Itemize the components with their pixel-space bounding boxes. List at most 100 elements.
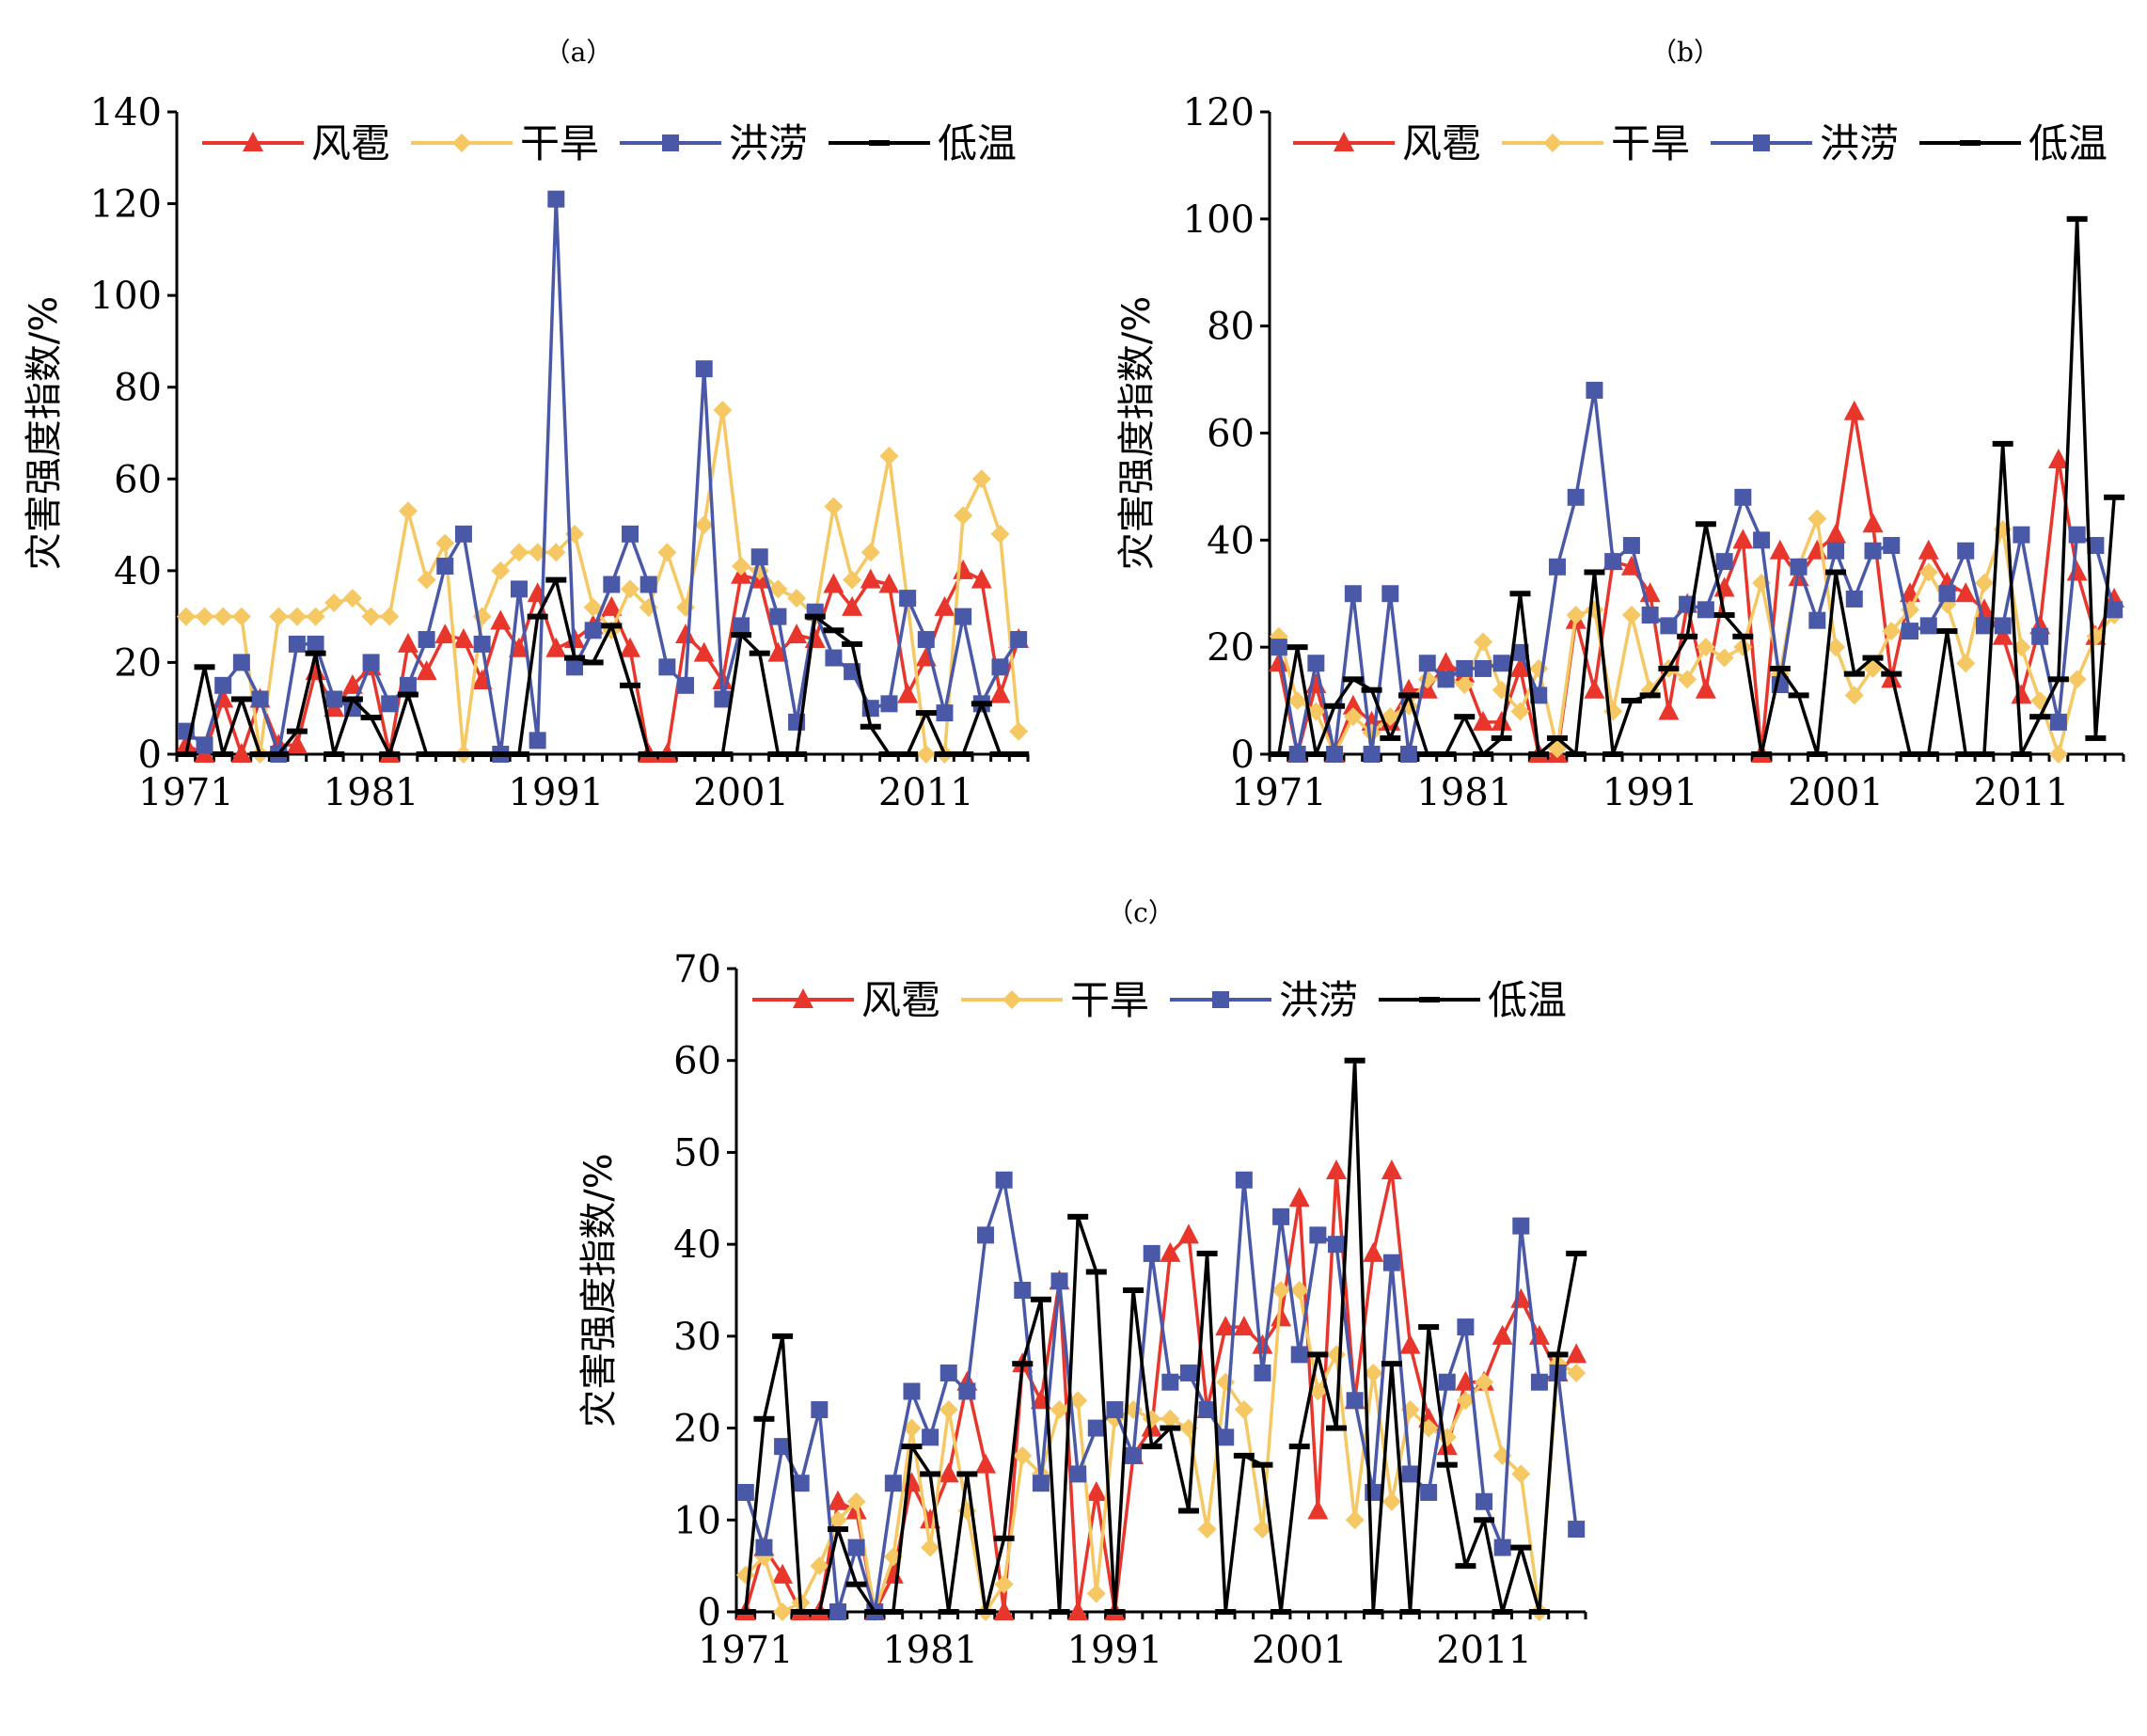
- data-point: [341, 696, 363, 702]
- data-point: [878, 573, 900, 593]
- legend-marker: [1002, 990, 1021, 1009]
- data-point: [1361, 687, 1382, 693]
- legend-label: 洪涝: [1820, 120, 1899, 166]
- data-point: [1695, 521, 1716, 528]
- data-point: [1381, 1361, 1402, 1367]
- data-point: [1807, 751, 1828, 757]
- data-point: [1529, 658, 1549, 678]
- data-point: [379, 751, 401, 757]
- data-point: [175, 734, 197, 754]
- data-point: [1788, 692, 1809, 699]
- data-point: [1620, 698, 1642, 704]
- data-point: [1361, 710, 1382, 731]
- data-point: [1342, 676, 1364, 683]
- data-point: [1492, 655, 1510, 672]
- data-point: [1790, 558, 1808, 576]
- data-point: [529, 732, 546, 750]
- data-point: [938, 1609, 959, 1615]
- data-point: [1309, 1226, 1327, 1244]
- data-point: [1234, 1400, 1254, 1420]
- data-point: [1345, 1510, 1365, 1530]
- data-point: [842, 640, 863, 647]
- data-point: [989, 683, 1011, 703]
- data-point: [1067, 1601, 1089, 1620]
- data-point: [1491, 734, 1512, 741]
- data-point: [1009, 721, 1029, 741]
- data-point: [360, 714, 382, 720]
- data-point: [1436, 1461, 1458, 1468]
- data-point: [995, 1171, 1013, 1189]
- legend: 风雹 干旱 洪涝 低温: [752, 977, 1567, 1023]
- legend-label: 干旱: [1070, 977, 1149, 1023]
- data-point: [1160, 1241, 1181, 1262]
- data-point: [1364, 1363, 1383, 1382]
- data-point: [1381, 1159, 1402, 1179]
- data-point: [1568, 1521, 1586, 1539]
- data-point: [1567, 488, 1585, 506]
- data-point: [1346, 1392, 1364, 1410]
- data-point: [860, 568, 881, 589]
- data-point: [2047, 448, 2069, 468]
- data-point: [1546, 734, 1568, 741]
- data-point: [975, 1609, 997, 1615]
- data-point: [694, 515, 714, 535]
- x-tick-label: 2001: [1788, 771, 1884, 814]
- y-tick-label: 50: [673, 1131, 721, 1175]
- data-point: [1400, 746, 1418, 763]
- data-point: [1363, 746, 1381, 763]
- x-tick-label: 2001: [1252, 1629, 1348, 1672]
- data-point: [1086, 1584, 1106, 1603]
- data-point: [1475, 659, 1492, 677]
- data-point: [1235, 1171, 1253, 1189]
- data-point: [954, 506, 973, 526]
- legend-label: 洪涝: [1279, 977, 1358, 1023]
- data-point: [1104, 1609, 1126, 1615]
- data-point: [953, 559, 974, 579]
- data-point: [287, 607, 307, 626]
- data-point: [2104, 494, 2125, 500]
- data-point: [286, 728, 308, 734]
- data-point: [341, 673, 363, 694]
- data-point: [845, 1581, 867, 1587]
- data-point: [1342, 694, 1364, 715]
- data-point: [1622, 537, 1640, 555]
- data-point: [620, 637, 641, 657]
- data-point: [1586, 381, 1603, 399]
- y-axis-title: 灾害强度指数/%: [1115, 296, 1159, 570]
- data-point: [473, 635, 491, 653]
- legend-marker: [1753, 134, 1770, 151]
- data-point: [772, 1333, 794, 1339]
- data-point: [772, 1563, 794, 1584]
- y-tick-label: 80: [114, 367, 162, 410]
- data-point: [1475, 1372, 1494, 1392]
- data-point: [1509, 656, 1531, 677]
- data-point: [1289, 1281, 1309, 1300]
- data-point: [1902, 623, 1918, 640]
- legend: 风雹 干旱 洪涝 低温: [202, 120, 1017, 166]
- series-square: [177, 190, 1028, 763]
- legend-marker: [793, 988, 813, 1008]
- data-point: [1864, 542, 1882, 560]
- data-point: [434, 623, 456, 644]
- data-point: [1308, 1381, 1328, 1401]
- data-point: [1474, 1517, 1495, 1523]
- data-point: [1843, 400, 1865, 420]
- data-point: [1862, 655, 1884, 661]
- data-point: [1641, 607, 1659, 624]
- y-tick-label: 140: [90, 91, 162, 134]
- data-point: [958, 1382, 976, 1400]
- data-point: [435, 533, 455, 553]
- data-point: [809, 1609, 830, 1615]
- data-point: [993, 1601, 1015, 1620]
- data-point: [1456, 659, 1474, 677]
- data-point: [675, 623, 697, 644]
- data-point: [434, 751, 456, 757]
- data-point: [1751, 751, 1773, 757]
- data-point: [884, 1475, 902, 1492]
- legend-label: 干旱: [520, 120, 599, 166]
- data-point: [994, 1574, 1014, 1594]
- y-tick-label: 10: [673, 1499, 721, 1542]
- data-point: [2106, 601, 2123, 619]
- data-point: [1936, 628, 1958, 635]
- data-point: [1955, 751, 1977, 757]
